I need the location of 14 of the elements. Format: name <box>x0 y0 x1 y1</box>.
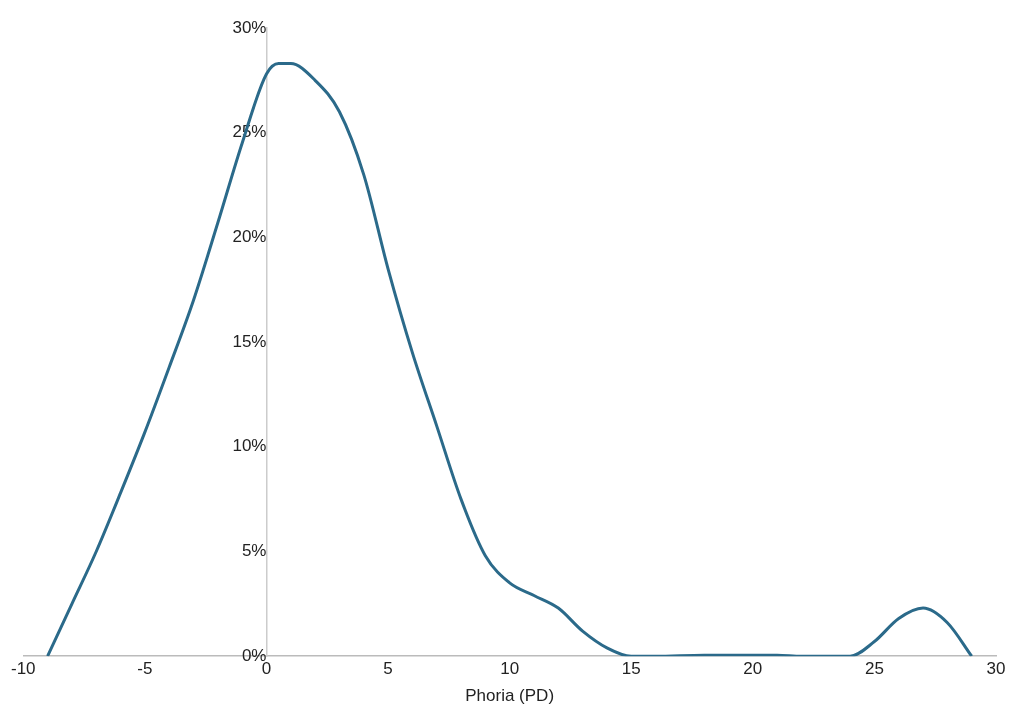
x-tick-label: -5 <box>137 659 153 679</box>
y-tick-label: 15% <box>232 331 267 351</box>
x-tick-label: 10 <box>500 659 520 679</box>
y-tick-label: 5% <box>241 541 267 561</box>
x-tick-label: 15 <box>621 659 641 679</box>
x-tick-label: 30 <box>986 659 1006 679</box>
y-tick-label: 20% <box>232 227 267 247</box>
x-tick-label: 20 <box>743 659 763 679</box>
x-tick-label: -10 <box>11 659 36 679</box>
x-tick-label: 5 <box>383 659 393 679</box>
x-axis-title: Phoria (PD) <box>465 686 555 706</box>
y-tick-label: 10% <box>232 436 267 456</box>
x-tick-label: 25 <box>864 659 884 679</box>
y-tick-label: 30% <box>232 17 267 37</box>
